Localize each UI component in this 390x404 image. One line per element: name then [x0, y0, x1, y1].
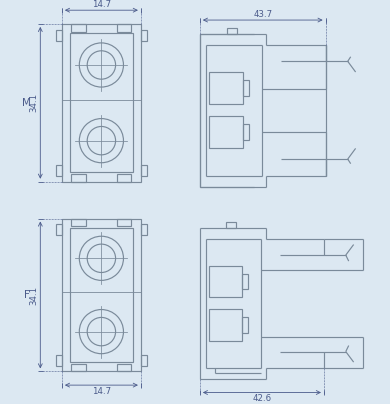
Bar [71, 364, 86, 371]
Text: 34.1: 34.1 [29, 93, 38, 112]
Bar [242, 317, 248, 333]
Bar [209, 266, 242, 297]
Bar [117, 24, 131, 32]
Bar [71, 24, 86, 32]
Bar [70, 228, 133, 362]
Bar [56, 165, 62, 176]
Bar [209, 116, 243, 148]
Bar [56, 355, 62, 366]
Bar [70, 34, 133, 172]
Bar [141, 355, 147, 366]
Text: F: F [23, 290, 29, 300]
Bar [227, 28, 237, 34]
Text: M: M [22, 98, 31, 108]
Text: 34.1: 34.1 [29, 285, 38, 305]
Bar [62, 219, 141, 371]
Bar [117, 174, 131, 182]
Bar [141, 224, 147, 235]
Bar [56, 29, 62, 40]
Bar [243, 80, 249, 96]
Text: 43.7: 43.7 [253, 10, 272, 19]
Bar [141, 29, 147, 40]
Bar [71, 174, 86, 182]
Text: 42.6: 42.6 [252, 394, 271, 403]
Bar [209, 72, 243, 104]
Bar [117, 219, 131, 226]
Text: 14.7: 14.7 [92, 387, 111, 396]
Bar [242, 274, 248, 289]
Bar [117, 364, 131, 371]
Bar [141, 165, 147, 176]
Bar [226, 222, 236, 228]
Bar [62, 24, 141, 182]
Bar [209, 309, 242, 341]
Bar [243, 124, 249, 140]
Text: 14.7: 14.7 [92, 0, 111, 9]
Bar [56, 224, 62, 235]
Bar [71, 219, 86, 226]
